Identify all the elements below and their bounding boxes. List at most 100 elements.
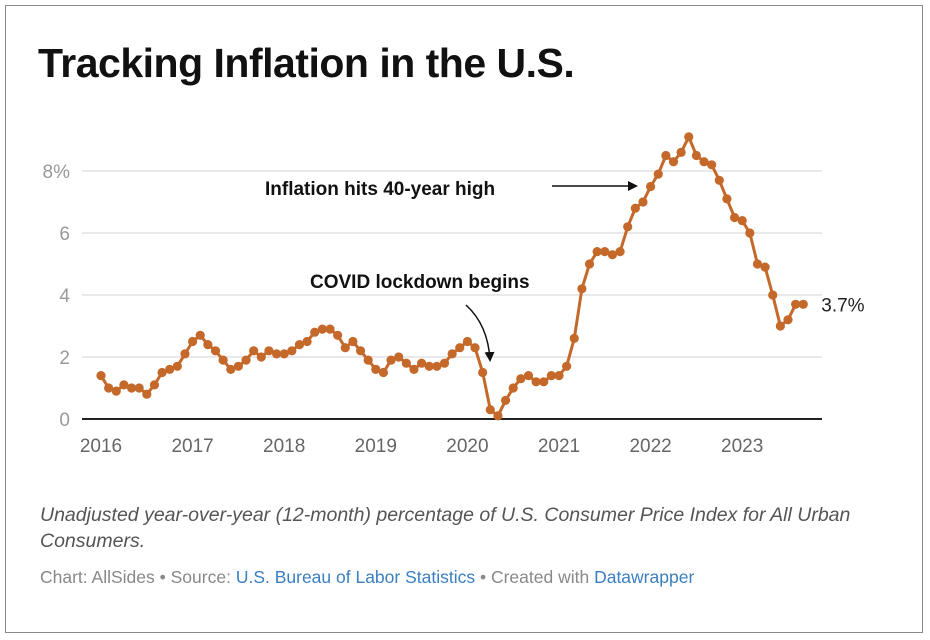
data-point [516,374,526,384]
data-point [417,358,427,368]
data-point [241,355,251,365]
data-point [256,352,266,362]
credits-prefix: Chart: AllSides • Source: [40,567,236,587]
data-point [333,330,343,340]
data-point [600,247,610,257]
data-point [661,150,671,161]
source-link[interactable]: U.S. Bureau of Labor Statistics [235,567,476,587]
data-point [302,336,312,347]
data-point [554,371,564,381]
data-point [699,157,709,167]
data-point [348,336,358,347]
end-value-label: 3.7% [821,295,864,316]
data-point [188,336,198,347]
data-point [607,250,618,260]
x-tick-label: 2018 [263,436,305,457]
data-point [218,355,228,365]
data-point [791,299,801,309]
data-point [760,262,770,272]
data-point [729,212,740,223]
data-point [378,367,389,378]
y-tick-label: 8% [43,162,71,183]
data-point [325,324,335,334]
data-point [264,346,274,356]
data-point [653,169,663,179]
data-point [546,371,556,381]
data-point [287,346,297,356]
y-tick-label: 2 [59,348,70,369]
data-point [500,395,511,405]
data-point [493,411,503,421]
x-tick-label: 2016 [80,436,122,457]
data-point [271,349,282,359]
data-point [340,343,350,353]
data-point [630,203,640,213]
data-point [569,333,579,343]
chart-frame [5,5,923,633]
data-point [531,377,541,387]
x-tick-label: 2020 [446,436,488,457]
data-point [722,194,732,204]
data-point [623,222,633,232]
data-point [798,299,808,309]
data-point [562,361,572,371]
data-point [142,389,152,399]
data-point [310,327,320,337]
data-point [676,147,686,157]
data-point [462,336,472,347]
data-point [783,315,793,325]
data-point [684,132,694,142]
credits-middle: • Created with [475,567,595,587]
data-point [508,383,518,393]
data-point [447,349,457,359]
datawrapper-link[interactable]: Datawrapper [594,567,695,587]
data-point [638,197,648,207]
chart-title: Tracking Inflation in the U.S. [38,40,575,86]
data-point [111,386,121,396]
data-point [203,340,213,350]
data-point [432,361,442,371]
data-point [233,361,243,371]
data-point [478,367,488,378]
data-point [424,361,434,371]
data-point [592,247,602,257]
y-tick-label: 4 [59,286,70,307]
data-point [249,346,259,356]
data-point [539,377,549,387]
data-point [180,349,190,359]
data-point [386,355,396,365]
data-point [523,371,534,381]
data-point [752,259,763,269]
x-tick-label: 2023 [721,436,763,457]
data-point [668,157,679,167]
data-point [691,150,702,161]
data-point [714,175,724,185]
data-point [745,228,755,238]
data-point [455,343,465,353]
data-point [279,349,289,359]
annotation-inflation-high: Inflation hits 40-year high [265,179,495,200]
data-point [96,371,106,381]
data-point [371,364,381,374]
data-point [615,247,625,257]
data-point [775,321,785,331]
chart-description: Unadjusted year-over-year (12-month) per… [40,504,851,552]
x-tick-label: 2019 [355,436,397,457]
data-point [149,380,160,390]
data-point [294,340,305,350]
data-point [584,259,595,269]
data-point [401,358,411,368]
annotation-arrow-covid [465,304,495,362]
data-point [157,367,167,378]
data-point [165,364,175,374]
annotation-covid: COVID lockdown begins [310,272,530,293]
data-point [768,290,778,300]
data-point [646,181,656,192]
data-point [577,284,587,294]
data-point [355,346,366,356]
data-point [226,364,236,374]
x-tick-label: 2021 [538,436,580,457]
x-tick-label: 2022 [629,436,671,457]
data-point [172,361,182,371]
